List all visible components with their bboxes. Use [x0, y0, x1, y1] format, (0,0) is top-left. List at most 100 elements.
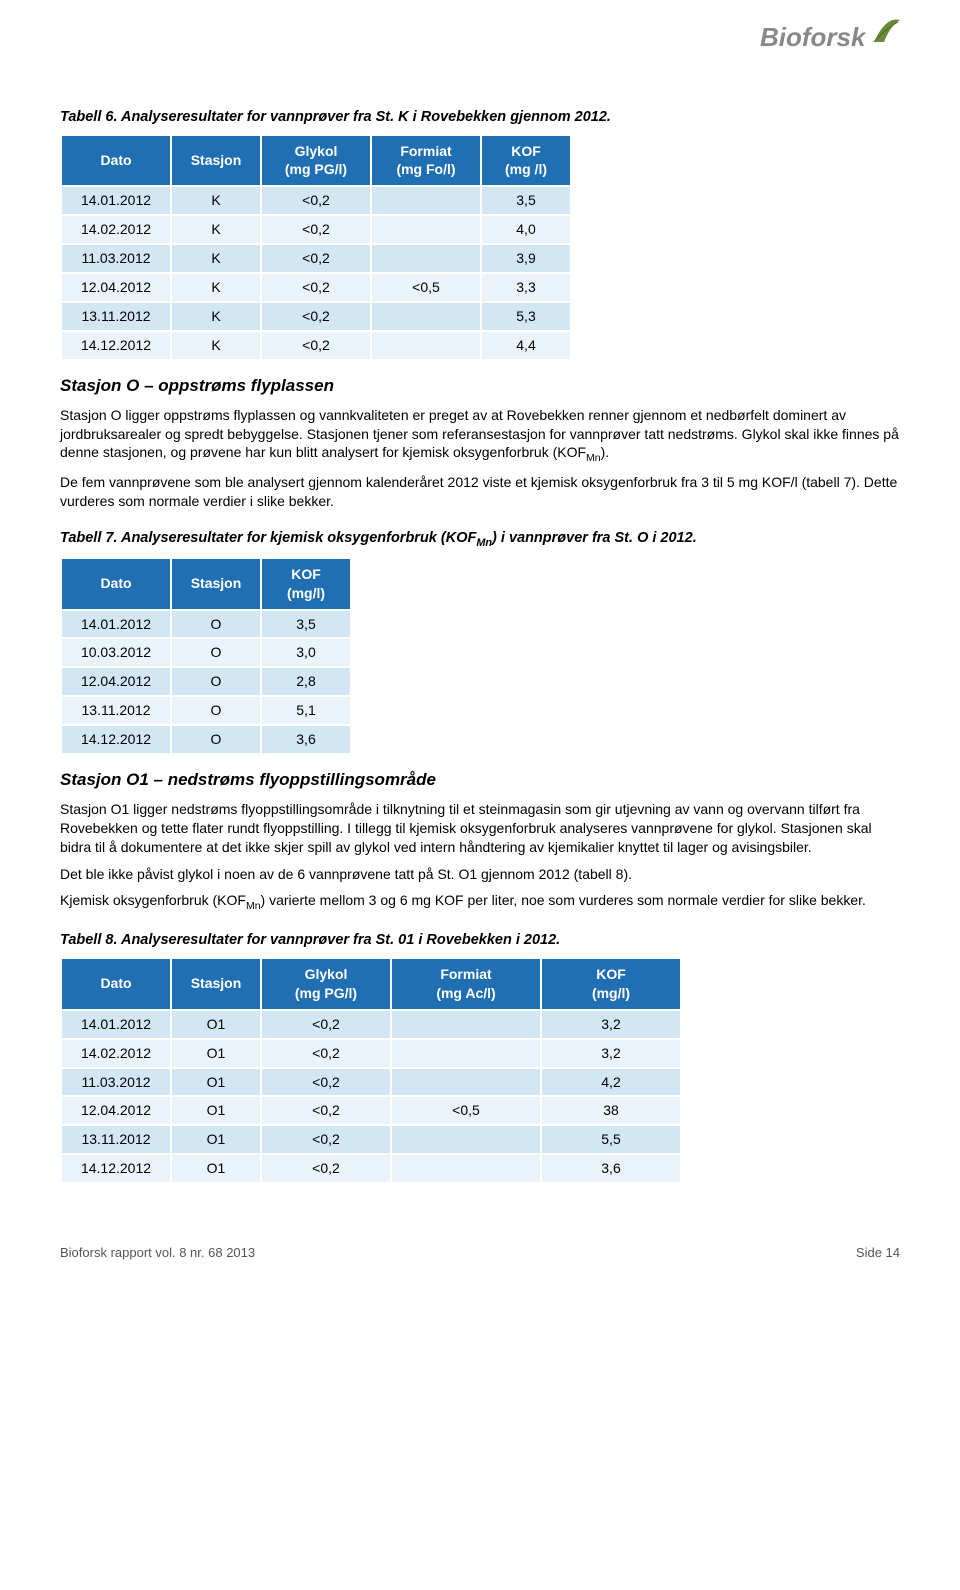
- table-cell: <0,2: [261, 331, 371, 360]
- table-cell: <0,2: [261, 302, 371, 331]
- table-cell: 3,5: [261, 610, 351, 639]
- table-cell: [371, 244, 481, 273]
- table-cell: 3,0: [261, 638, 351, 667]
- table-row: 13.11.2012O1<0,25,5: [61, 1125, 681, 1154]
- table-row: 14.02.2012K<0,2 4,0: [61, 215, 571, 244]
- column-header: Glykol(mg PG/l): [261, 958, 391, 1010]
- table-cell: <0,2: [261, 1039, 391, 1068]
- table-cell: 3,9: [481, 244, 571, 273]
- column-header: Dato: [61, 135, 171, 187]
- table-cell: K: [171, 273, 261, 302]
- table-row: 12.04.2012O1<0,2<0,538: [61, 1096, 681, 1125]
- table-cell: <0,2: [261, 186, 371, 215]
- table6-caption: Tabell 6. Analyseresultater for vannprøv…: [60, 108, 900, 128]
- section-o-para1: Stasjon O ligger oppstrøms flyplassen og…: [60, 406, 900, 466]
- table-cell: 14.01.2012: [61, 186, 171, 215]
- table-cell: 12.04.2012: [61, 1096, 171, 1125]
- section-o-para2: De fem vannprøvene som ble analysert gje…: [60, 473, 900, 511]
- table-cell: 3,2: [541, 1039, 681, 1068]
- table-cell: K: [171, 215, 261, 244]
- table-cell: O1: [171, 1068, 261, 1097]
- column-header: Stasjon: [171, 558, 261, 610]
- table-cell: <0,2: [261, 273, 371, 302]
- section-o1-para2: Det ble ikke påvist glykol i noen av de …: [60, 865, 900, 884]
- column-header: Dato: [61, 958, 171, 1010]
- table-cell: 14.12.2012: [61, 1154, 171, 1183]
- footer-left: Bioforsk rapport vol. 8 nr. 68 2013: [60, 1244, 255, 1262]
- table-row: 14.01.2012O1<0,2 3,2: [61, 1010, 681, 1039]
- section-o1-para3: Kjemisk oksygenforbruk (KOFMn) varierte …: [60, 891, 900, 913]
- table-cell: 5,3: [481, 302, 571, 331]
- table-cell: <0,5: [391, 1096, 541, 1125]
- table-cell: 3,6: [541, 1154, 681, 1183]
- column-header: Stasjon: [171, 958, 261, 1010]
- table-cell: [371, 215, 481, 244]
- table-row: 12.04.2012K<0,2<0,53,3: [61, 273, 571, 302]
- column-header: Stasjon: [171, 135, 261, 187]
- table-row: 14.12.2012O3,6: [61, 725, 351, 754]
- table-row: 11.03.2012O1<0,2 4,2: [61, 1068, 681, 1097]
- logo: Bioforsk: [760, 20, 900, 70]
- table-cell: [371, 186, 481, 215]
- table-cell: 12.04.2012: [61, 273, 171, 302]
- table-cell: <0,2: [261, 1096, 391, 1125]
- column-header: KOF(mg/l): [541, 958, 681, 1010]
- table-cell: 4,4: [481, 331, 571, 360]
- table-cell: 13.11.2012: [61, 302, 171, 331]
- column-header: Glykol(mg PG/l): [261, 135, 371, 187]
- table-cell: K: [171, 331, 261, 360]
- table-cell: 14.12.2012: [61, 725, 171, 754]
- table6: DatoStasjonGlykol(mg PG/l)Formiat(mg Fo/…: [60, 134, 572, 361]
- table-cell: 3,6: [261, 725, 351, 754]
- table-cell: O1: [171, 1154, 261, 1183]
- table-cell: 12.04.2012: [61, 667, 171, 696]
- table-cell: [391, 1125, 541, 1154]
- column-header: Formiat(mg Ac/l): [391, 958, 541, 1010]
- table-cell: 11.03.2012: [61, 244, 171, 273]
- table-cell: 38: [541, 1096, 681, 1125]
- table-cell: 14.01.2012: [61, 1010, 171, 1039]
- table-cell: 3,2: [541, 1010, 681, 1039]
- table-row: 14.12.2012O1<0,2 3,6: [61, 1154, 681, 1183]
- column-header: KOF(mg /l): [481, 135, 571, 187]
- table-cell: 4,0: [481, 215, 571, 244]
- table8: DatoStasjonGlykol(mg PG/l)Formiat(mg Ac/…: [60, 957, 682, 1184]
- table-cell: 3,3: [481, 273, 571, 302]
- table-cell: O: [171, 725, 261, 754]
- table-row: 13.11.2012K<0,25,3: [61, 302, 571, 331]
- table-cell: O: [171, 638, 261, 667]
- table-cell: [391, 1039, 541, 1068]
- table-cell: 14.12.2012: [61, 331, 171, 360]
- table-cell: 14.01.2012: [61, 610, 171, 639]
- table-cell: 2,8: [261, 667, 351, 696]
- table-cell: 11.03.2012: [61, 1068, 171, 1097]
- table-cell: <0,2: [261, 215, 371, 244]
- section-o1-para1: Stasjon O1 ligger nedstrøms flyoppstilli…: [60, 800, 900, 857]
- table-cell: 5,1: [261, 696, 351, 725]
- table-row: 14.01.2012O3,5: [61, 610, 351, 639]
- table-cell: [371, 302, 481, 331]
- table-cell: <0,2: [261, 1068, 391, 1097]
- table-cell: [391, 1010, 541, 1039]
- table-row: 11.03.2012K<0,23,9: [61, 244, 571, 273]
- table-cell: 4,2: [541, 1068, 681, 1097]
- table-cell: O1: [171, 1125, 261, 1154]
- table-cell: O1: [171, 1010, 261, 1039]
- table-cell: 13.11.2012: [61, 696, 171, 725]
- table-cell: 13.11.2012: [61, 1125, 171, 1154]
- table-cell: <0,2: [261, 1010, 391, 1039]
- table7-caption: Tabell 7. Analyseresultater for kjemisk …: [60, 529, 900, 551]
- table7: DatoStasjonKOF(mg/l)14.01.2012O3,510.03.…: [60, 557, 352, 755]
- table-cell: 14.02.2012: [61, 215, 171, 244]
- table-cell: [371, 331, 481, 360]
- table-row: 13.11.2012O5,1: [61, 696, 351, 725]
- table-cell: <0,2: [261, 1125, 391, 1154]
- column-header: Dato: [61, 558, 171, 610]
- footer-right: Side 14: [856, 1244, 900, 1262]
- table-cell: <0,5: [371, 273, 481, 302]
- table-row: 14.12.2012K<0,2 4,4: [61, 331, 571, 360]
- table-cell: <0,2: [261, 1154, 391, 1183]
- table-cell: <0,2: [261, 244, 371, 273]
- table-cell: O1: [171, 1096, 261, 1125]
- table-cell: O: [171, 610, 261, 639]
